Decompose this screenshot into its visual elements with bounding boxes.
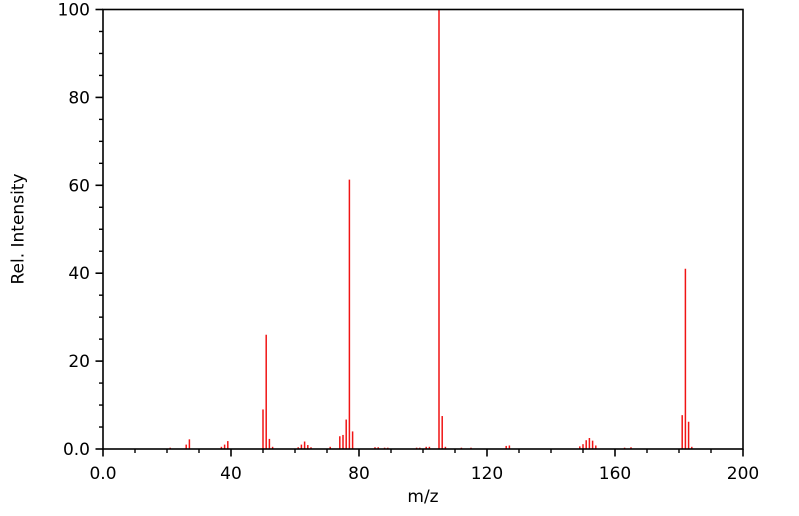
x-tick-label: 40 xyxy=(220,464,242,484)
y-axis-label: Rel. Intensity xyxy=(8,173,29,285)
plot-box xyxy=(102,8,744,450)
y-tick-label: 20 xyxy=(68,352,90,372)
x-tick-label: 120 xyxy=(471,464,503,484)
y-tick-label: 60 xyxy=(68,176,90,196)
x-axis-label: m/z xyxy=(407,487,439,507)
x-tick-label: 80 xyxy=(348,464,370,484)
x-tick-label: 200 xyxy=(727,464,759,484)
y-tick-label: 80 xyxy=(68,88,90,108)
x-tick-label: 0.0 xyxy=(89,464,116,484)
y-tick-label: 100 xyxy=(58,1,90,21)
x-tick-label: 160 xyxy=(599,464,631,484)
y-tick-label: 40 xyxy=(68,264,90,284)
y-tick-label: 0.0 xyxy=(63,440,90,460)
